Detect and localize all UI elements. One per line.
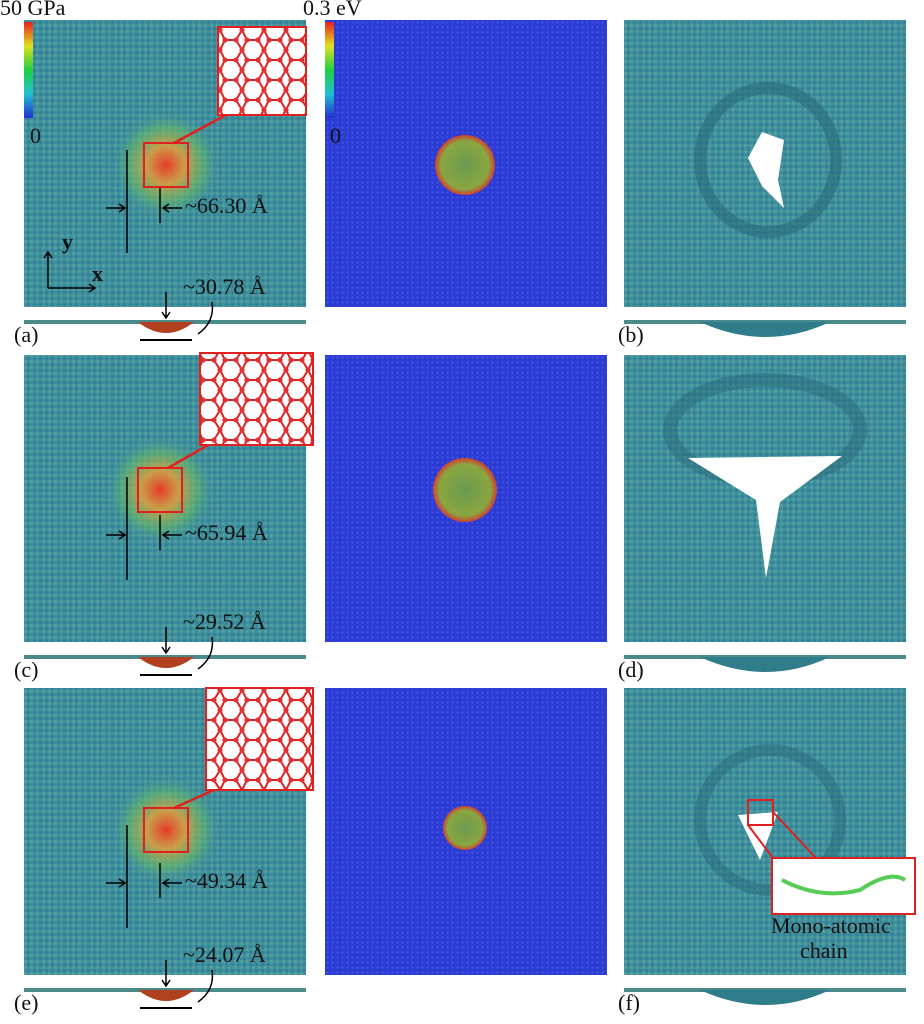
energy-disk — [443, 806, 487, 850]
side-dent — [138, 990, 194, 1001]
zoom-arrow — [173, 788, 215, 810]
depth-arrow — [161, 292, 171, 320]
colorbar-max: 0.3 eV — [303, 0, 362, 20]
lattice-inset — [199, 352, 314, 446]
panel-label: (e) — [14, 990, 38, 1015]
panel-label: (d) — [618, 657, 644, 682]
depth-leader — [197, 969, 214, 1003]
stress-hotspot — [111, 775, 221, 885]
width-label: ~49.34 Å — [185, 868, 268, 893]
depth-arrow — [161, 960, 171, 988]
colorbar-min: 0 — [30, 123, 41, 148]
side-dent — [138, 657, 194, 668]
axis-triad — [43, 250, 97, 293]
colorbar — [24, 22, 33, 118]
panel-label: (b) — [618, 322, 644, 347]
depth-label: ~24.07 Å — [183, 942, 266, 967]
depth-label: ~29.52 Å — [183, 609, 266, 634]
depth-arrow — [161, 627, 171, 655]
chain — [781, 874, 907, 896]
hole — [688, 456, 842, 578]
colorbar-min: 0 — [330, 123, 341, 148]
depth-leader — [197, 636, 214, 670]
zoom-box — [137, 467, 183, 513]
side-dent — [700, 322, 830, 337]
panel-label: (a) — [14, 322, 38, 347]
colorbar — [325, 22, 334, 118]
side-dent — [700, 657, 830, 672]
panel-label: (f) — [618, 990, 640, 1015]
annotation-line: Mono-atomic — [771, 913, 891, 938]
depth-label: ~30.78 Å — [183, 274, 266, 299]
lattice-inset — [217, 26, 307, 116]
dim-arrow — [106, 878, 182, 888]
depth-leader — [197, 301, 214, 335]
side-dent — [700, 990, 830, 1005]
dim-arrow — [106, 530, 182, 540]
lattice-inset — [205, 687, 314, 791]
zoom-box — [143, 142, 189, 188]
zoom-box — [143, 807, 189, 853]
dim-arrow — [106, 203, 182, 213]
energy-disk — [433, 458, 497, 522]
hole — [748, 132, 784, 208]
annotation-line: chain — [800, 938, 848, 963]
width-label: ~65.94 Å — [185, 520, 268, 545]
stress-hotspot — [111, 110, 221, 220]
energy-disk — [435, 135, 495, 195]
zoom-arrow — [747, 811, 817, 859]
zoom-arrow — [167, 443, 209, 470]
axis-label: x — [92, 261, 103, 286]
colorbar-max: 50 GPa — [0, 0, 66, 20]
side-dent — [138, 322, 194, 333]
axis-label: y — [62, 229, 73, 254]
zoom-arrow — [173, 113, 227, 145]
width-label: ~66.30 Å — [185, 193, 268, 218]
stress-hotspot — [105, 435, 215, 545]
crater-ring — [694, 82, 842, 238]
panel-label: (c) — [14, 657, 38, 682]
crater-ring — [694, 744, 846, 896]
